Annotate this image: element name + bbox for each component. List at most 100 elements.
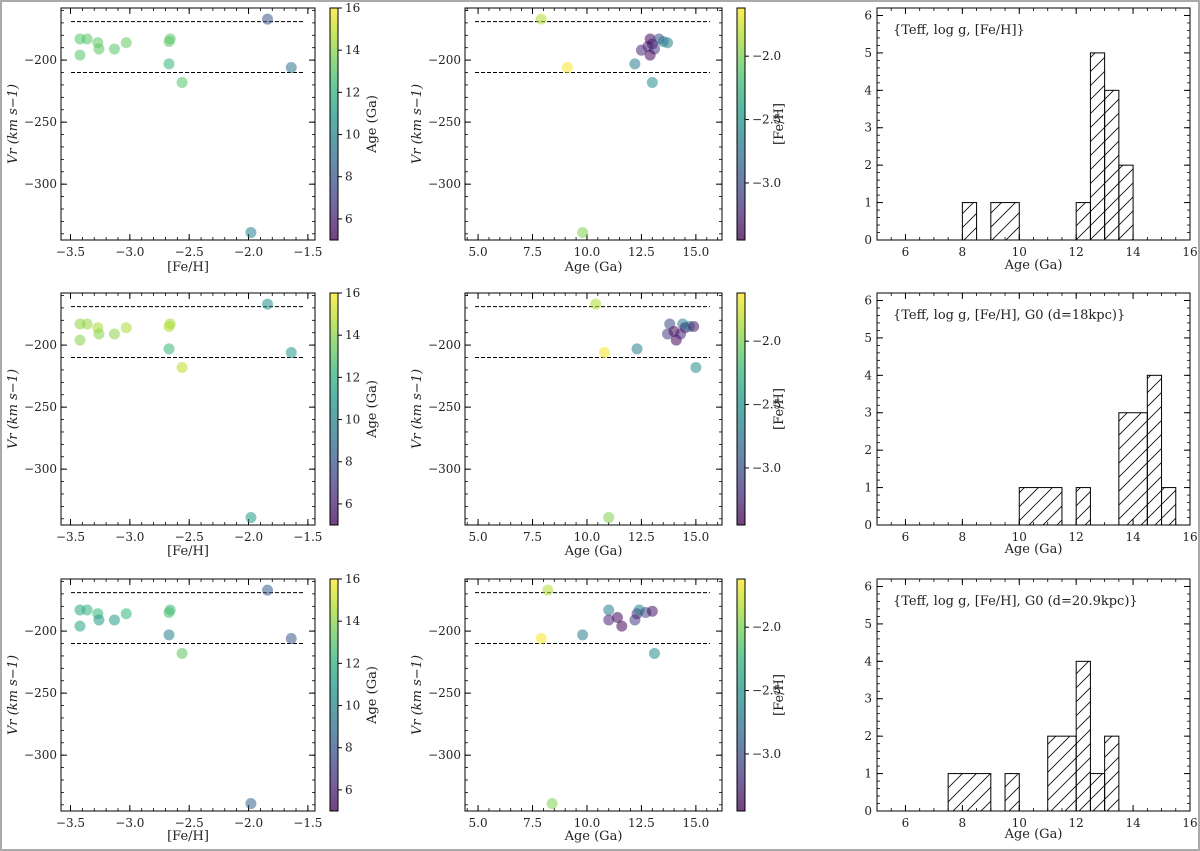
data-point (285, 633, 297, 645)
colorbar-tick-label: −3.0 (752, 176, 781, 190)
data-point (108, 43, 120, 55)
x-tick-label: −1.5 (293, 530, 322, 544)
colorbar-tick-label: −3.0 (752, 461, 781, 475)
colorbar-tick-label: 16 (345, 1, 360, 15)
y-tick-label: −300 (428, 748, 461, 762)
colorbar (736, 7, 746, 241)
x-tick-label: 16 (1182, 245, 1197, 259)
axes-frame (60, 7, 316, 241)
x-tick-label: 6 (902, 816, 910, 830)
x-tick-label: −3.5 (56, 530, 85, 544)
data-point (176, 76, 188, 88)
y-tick-label: 0 (864, 804, 872, 818)
y-axis-label: Vr (km s−1) (410, 655, 425, 735)
hist-bar (1118, 412, 1148, 526)
x-tick-label: 7.5 (523, 816, 542, 830)
axes-frame (60, 292, 316, 526)
x-tick-label: 10.0 (574, 530, 601, 544)
data-point (108, 614, 120, 626)
y-tick-label: 4 (864, 654, 872, 668)
data-point (163, 343, 175, 355)
data-point (646, 605, 658, 617)
data-point (535, 13, 547, 25)
data-point (690, 361, 702, 373)
x-axis-label: Age (Ga) (1004, 827, 1063, 842)
data-point (93, 614, 105, 626)
colorbar-tick-label: 16 (345, 286, 360, 300)
colorbar-tick-label: 14 (345, 328, 361, 342)
colorbar-tick-label: 12 (345, 85, 360, 99)
y-tick-label: −250 (428, 686, 461, 700)
y-tick-label: −250 (24, 400, 57, 414)
data-point (245, 512, 257, 524)
axes-frame (876, 292, 1191, 526)
colorbar (736, 292, 746, 526)
panel-r2-feh: −3.5 −3.0 −2.5 −2.0 −1.5 −200 −250 −300 [Fe/H] Vr… (6, 286, 380, 559)
hist-bar (1104, 735, 1120, 812)
data-point (81, 318, 93, 330)
x-tick-label: 16 (1182, 816, 1197, 830)
y-tick-label: 1 (864, 481, 872, 495)
colorbar (329, 292, 339, 526)
data-point (644, 49, 656, 61)
colorbar (329, 7, 339, 241)
x-tick-label: 10 (1012, 816, 1027, 830)
y-tick-label: −200 (24, 624, 57, 638)
axes-frame (464, 7, 723, 241)
data-point (81, 33, 93, 45)
x-axis-label: Age (Ga) (564, 544, 623, 559)
colorbar-tick-label: 10 (345, 128, 360, 142)
colorbar-tick-label: 16 (345, 572, 360, 586)
data-point (74, 49, 86, 61)
x-tick-label: 12 (1069, 530, 1084, 544)
x-tick-label: 10 (1012, 245, 1027, 259)
hist-bar (1018, 487, 1063, 526)
colorbar-tick-label: −3.0 (752, 747, 781, 761)
panel-r1-feh: −3.5 −3.0 −2.5 −2.0 −1.5 −200 −250 −300 [Fe/H] Vr… (6, 1, 380, 275)
colorbar-label: Age (Ga) (365, 666, 380, 725)
data-point (120, 322, 132, 334)
x-tick-label: 12.5 (628, 245, 655, 259)
data-point (646, 76, 658, 88)
hist-bar (1104, 89, 1120, 241)
hist-bar (1075, 202, 1091, 241)
y-tick-label: −250 (24, 686, 57, 700)
y-tick-label: 3 (864, 406, 872, 420)
x-tick-label: 6 (902, 245, 910, 259)
hist-bar (947, 773, 992, 812)
x-tick-label: 12.5 (628, 816, 655, 830)
x-tick-label: 8 (959, 816, 967, 830)
data-point (631, 343, 643, 355)
y-tick-label: 0 (864, 233, 872, 247)
y-tick-label: 4 (864, 83, 872, 97)
colorbar-tick-label: 8 (345, 170, 353, 184)
data-point (535, 633, 547, 645)
colorbar-tick-label: −2.0 (752, 49, 781, 63)
axes-frame (876, 7, 1191, 241)
axes-frame (464, 292, 723, 526)
data-point (262, 298, 274, 310)
x-tick-label: 12.5 (628, 530, 655, 544)
data-point (245, 798, 257, 810)
y-tick-label: −250 (24, 115, 57, 129)
x-tick-label: −1.5 (293, 816, 322, 830)
data-point (542, 584, 554, 596)
x-tick-label: −2.5 (175, 530, 204, 544)
y-axis-label: Vr (km s−1) (410, 369, 425, 449)
x-tick-label: 10.0 (574, 816, 601, 830)
x-axis-label: Age (Ga) (564, 260, 623, 275)
y-tick-label: −300 (24, 462, 57, 476)
data-point (163, 629, 175, 641)
data-point (611, 611, 623, 623)
y-tick-label: −300 (428, 462, 461, 476)
x-tick-label: 5.0 (469, 245, 488, 259)
hist-bar (990, 202, 1020, 241)
y-tick-label: −200 (428, 53, 461, 67)
y-tick-label: 3 (864, 692, 872, 706)
x-tick-label: 8 (959, 530, 967, 544)
y-tick-label: −300 (24, 748, 57, 762)
axes-frame (464, 578, 723, 812)
